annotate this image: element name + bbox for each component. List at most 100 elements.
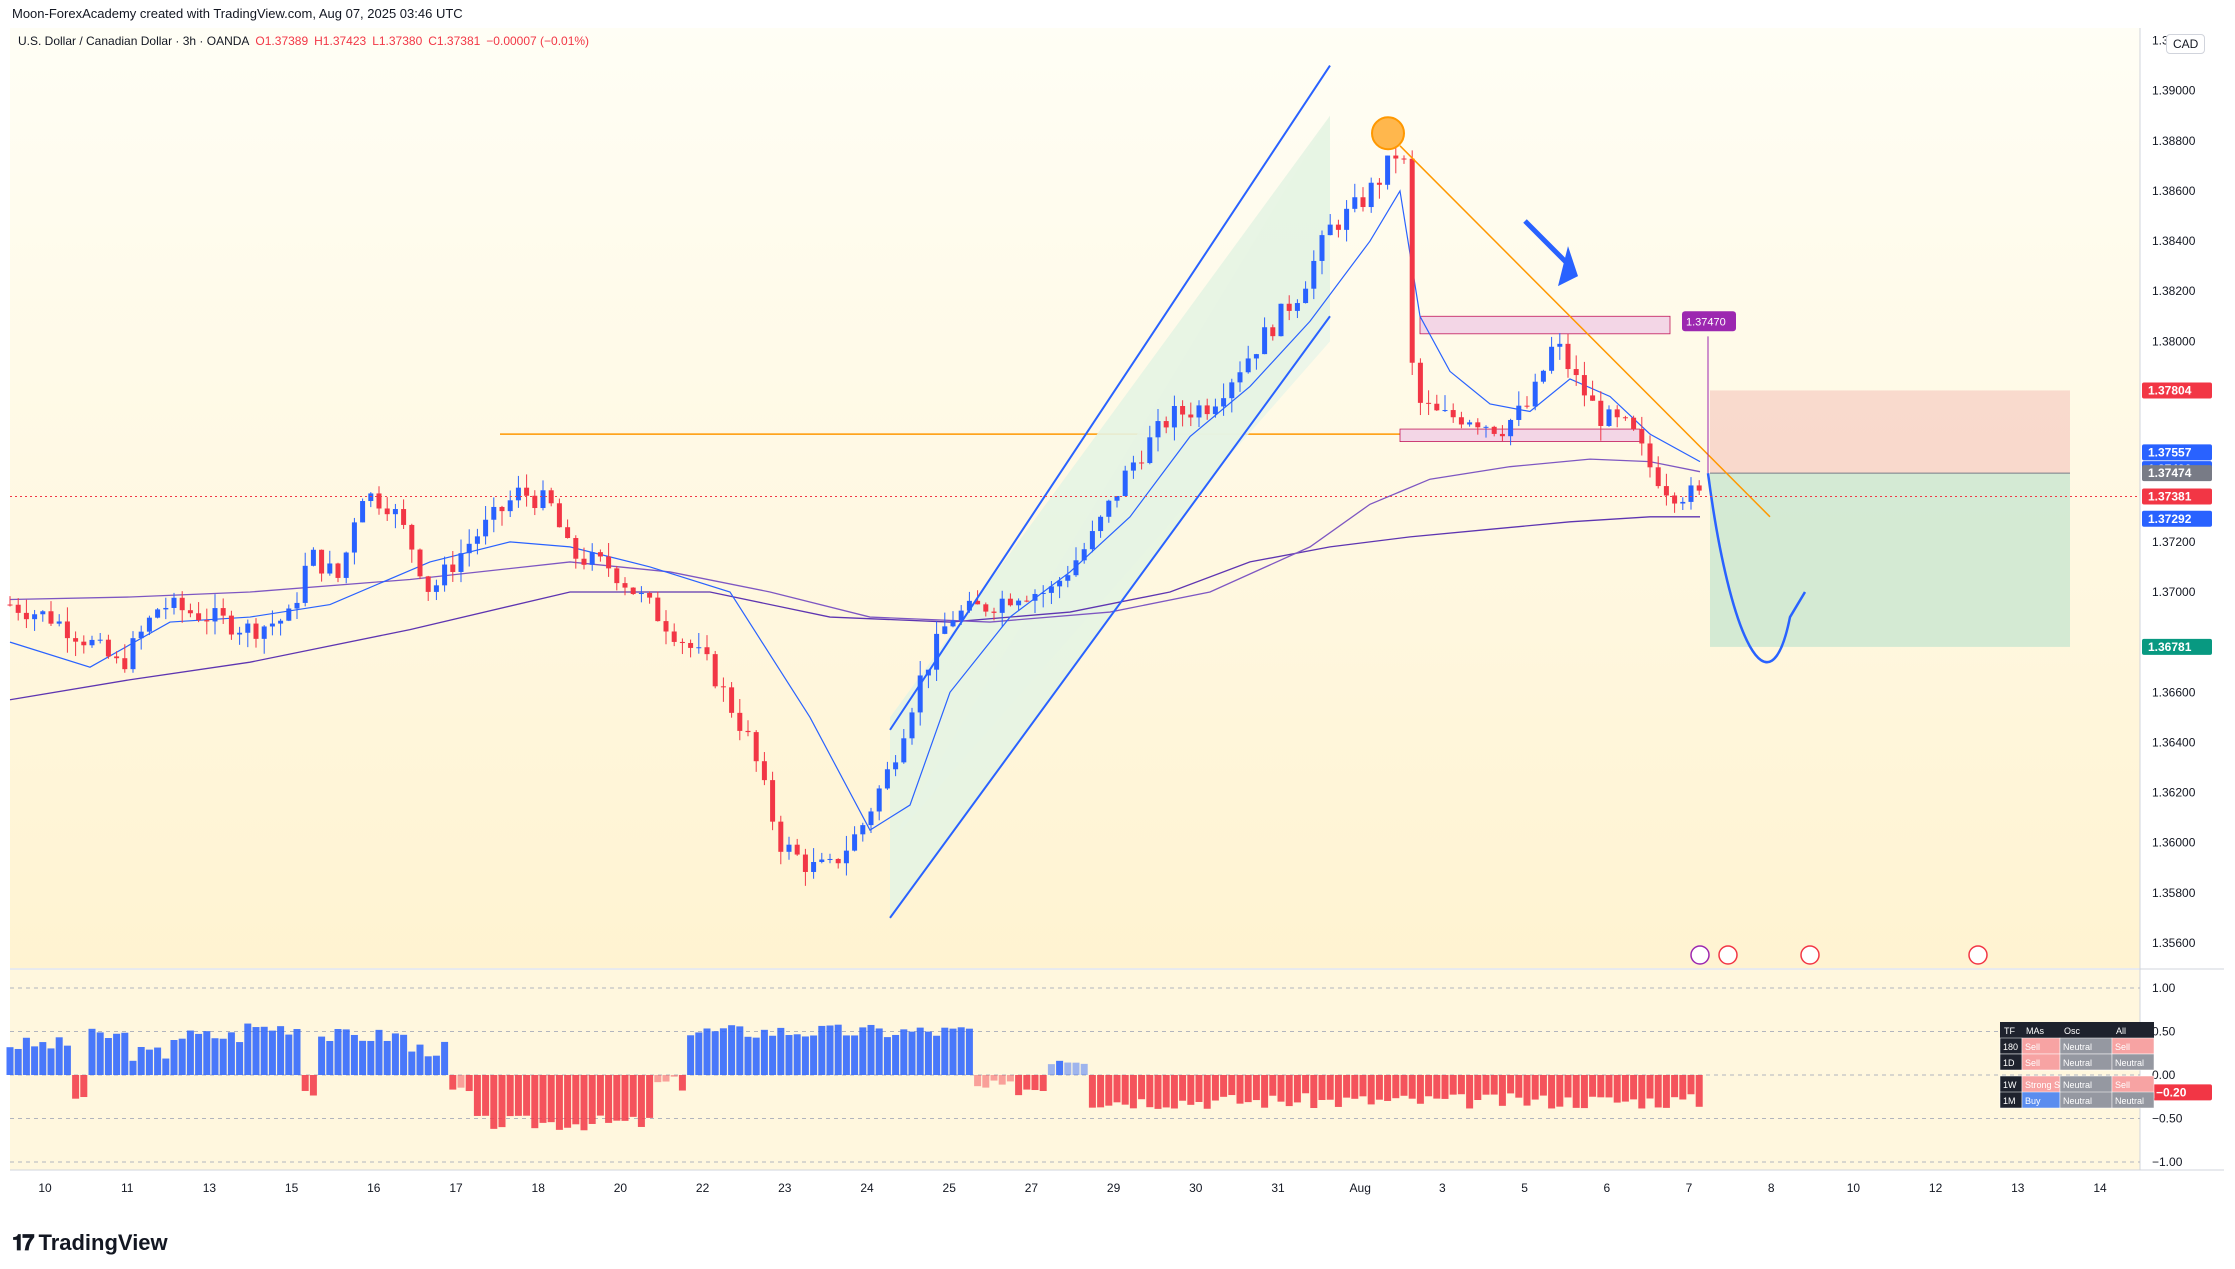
time-tick-label: 27 bbox=[1025, 1181, 1039, 1195]
candle-body bbox=[1262, 327, 1268, 355]
candle-body bbox=[671, 631, 677, 642]
rating-table: TF MAs Osc All 180 Sell Neutral Sell 1D Sell Neutr… bbox=[1999, 1022, 2155, 1109]
rating-cell-text: Neutral bbox=[2063, 1042, 2092, 1052]
price-tick-label: 1.38800 bbox=[2152, 134, 2196, 148]
chart-header: Moon-ForexAcademy created with TradingVi… bbox=[0, 0, 2235, 26]
rating-bar bbox=[424, 1056, 432, 1075]
rating-bar bbox=[1146, 1075, 1154, 1108]
candle-body bbox=[1499, 433, 1505, 437]
candle-body bbox=[688, 643, 694, 648]
indicator-tick-label: 0.00 bbox=[2152, 1068, 2176, 1082]
rating-bar bbox=[449, 1075, 457, 1090]
candle-body bbox=[540, 490, 546, 509]
rating-bar bbox=[695, 1032, 703, 1075]
rating-bar bbox=[998, 1075, 1006, 1085]
candle-body bbox=[450, 564, 456, 572]
time-tick-label: 22 bbox=[696, 1181, 710, 1195]
rating-bar bbox=[1498, 1075, 1506, 1106]
rating-cell-text: 1W bbox=[2003, 1080, 2017, 1090]
candle-body bbox=[1680, 501, 1686, 504]
rating-bar bbox=[195, 1033, 203, 1075]
candle-body bbox=[942, 626, 948, 634]
rating-cell bbox=[2111, 1091, 2155, 1109]
rating-bar bbox=[96, 1032, 104, 1075]
currency-badge[interactable]: CAD bbox=[2166, 34, 2206, 54]
candle-body bbox=[999, 598, 1005, 613]
candle-body bbox=[1139, 462, 1145, 464]
candle-body bbox=[712, 654, 718, 687]
rating-bar bbox=[47, 1048, 55, 1075]
rating-cell-text: 1M bbox=[2003, 1096, 2016, 1106]
candle-body bbox=[802, 854, 808, 872]
rating-bar bbox=[900, 1029, 908, 1075]
time-axis[interactable]: 10 11 13 15 16 17 18 20 22 23 24 25 27 29 30 31 Aug 3 5 6 7 8… bbox=[38, 1181, 2107, 1195]
candle-body bbox=[1598, 400, 1604, 426]
candle-body bbox=[934, 633, 940, 670]
rating-bar bbox=[55, 1037, 63, 1075]
candle-body bbox=[1024, 600, 1030, 602]
candle-body bbox=[376, 493, 382, 509]
economic-event-icon bbox=[1968, 945, 1988, 965]
candle-body bbox=[729, 687, 735, 713]
support-zone bbox=[1399, 428, 1641, 443]
rating-bar bbox=[1507, 1075, 1515, 1094]
rating-bar bbox=[6, 1047, 14, 1075]
rating-bar bbox=[801, 1036, 809, 1075]
rating-bar bbox=[301, 1075, 309, 1091]
candle-body bbox=[1122, 470, 1128, 496]
candle-body bbox=[1385, 155, 1391, 185]
candle-body bbox=[655, 597, 661, 622]
price-axis[interactable]: 1.35600 1.35800 1.36000 1.36200 1.36400 1.366… bbox=[2142, 0, 2212, 950]
candle-body bbox=[1048, 586, 1054, 593]
time-tick-label: 11 bbox=[121, 1181, 134, 1195]
candle-body bbox=[122, 658, 128, 670]
rating-bar bbox=[14, 1048, 22, 1075]
candle-body bbox=[1319, 235, 1325, 261]
rating-header-cell bbox=[2022, 1022, 2060, 1038]
rating-bar bbox=[1408, 1075, 1416, 1099]
candle-body bbox=[638, 592, 644, 595]
rating-bar bbox=[1597, 1075, 1605, 1098]
price-label-tag bbox=[2142, 382, 2212, 399]
candle-body bbox=[1450, 410, 1456, 418]
tradingview-logo[interactable]: 𝟏𝟕 TradingView bbox=[12, 1230, 168, 1256]
candle-body bbox=[1106, 500, 1112, 517]
rating-bar bbox=[1211, 1075, 1219, 1101]
candle-body bbox=[237, 632, 243, 635]
rating-bar bbox=[350, 1034, 358, 1075]
rating-bar bbox=[1466, 1075, 1474, 1109]
low-value: L1.37380 bbox=[372, 34, 423, 48]
rating-bar bbox=[834, 1024, 842, 1075]
candle-body bbox=[1180, 405, 1186, 415]
rating-bar bbox=[367, 1040, 375, 1075]
candle-body bbox=[220, 608, 226, 616]
candle-body bbox=[442, 564, 448, 586]
rating-bar bbox=[1490, 1075, 1498, 1095]
price-tick-label: 1.36400 bbox=[2152, 735, 2196, 749]
candle-body bbox=[401, 509, 407, 525]
candle-body bbox=[1688, 485, 1694, 502]
candle-body bbox=[1565, 343, 1571, 370]
candle-body bbox=[1401, 158, 1407, 160]
candle-body bbox=[1475, 422, 1481, 428]
candle-body bbox=[1524, 405, 1530, 407]
rating-bar bbox=[1220, 1075, 1228, 1097]
rating-bar bbox=[236, 1042, 244, 1075]
candle-body bbox=[720, 686, 726, 688]
rating-bar bbox=[990, 1075, 998, 1081]
candle-body bbox=[114, 656, 120, 659]
price-label-tag bbox=[2142, 638, 2212, 655]
rating-bar bbox=[154, 1047, 162, 1075]
ma-slow-line bbox=[9, 516, 1700, 701]
candle-body bbox=[884, 769, 890, 789]
rating-bar bbox=[1687, 1075, 1695, 1095]
rating-bar bbox=[924, 1031, 932, 1075]
rating-bar bbox=[613, 1075, 621, 1121]
candle-body bbox=[458, 553, 464, 572]
rating-bar bbox=[1310, 1075, 1318, 1109]
candle-body bbox=[958, 610, 964, 621]
candle-body bbox=[1573, 369, 1579, 376]
time-tick-label: 17 bbox=[449, 1181, 463, 1195]
candle-body bbox=[663, 621, 669, 632]
